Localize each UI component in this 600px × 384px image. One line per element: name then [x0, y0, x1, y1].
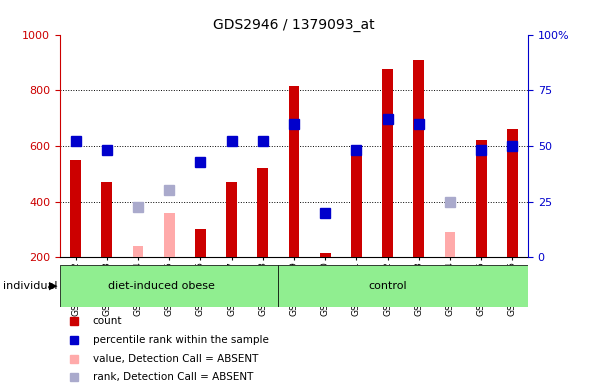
- Bar: [476, 141, 487, 257]
- Title: GDS2946 / 1379093_at: GDS2946 / 1379093_at: [213, 18, 375, 32]
- Bar: [413, 60, 424, 257]
- Text: control: control: [368, 281, 407, 291]
- Bar: [507, 129, 518, 257]
- Text: diet-induced obese: diet-induced obese: [108, 281, 215, 291]
- Bar: [257, 168, 268, 257]
- Bar: [101, 182, 112, 257]
- Bar: [351, 149, 362, 257]
- Text: ▶: ▶: [49, 281, 58, 291]
- Bar: [195, 230, 206, 257]
- Text: value, Detection Call = ABSENT: value, Detection Call = ABSENT: [93, 354, 258, 364]
- Bar: [445, 232, 455, 257]
- Bar: [289, 86, 299, 257]
- Bar: [60, 265, 278, 307]
- Text: rank, Detection Call = ABSENT: rank, Detection Call = ABSENT: [93, 372, 253, 382]
- Bar: [320, 253, 331, 257]
- Bar: [278, 265, 528, 307]
- Bar: [226, 182, 237, 257]
- Bar: [133, 246, 143, 257]
- Text: percentile rank within the sample: percentile rank within the sample: [93, 335, 269, 345]
- Bar: [382, 70, 393, 257]
- Text: count: count: [93, 316, 122, 326]
- Bar: [70, 160, 81, 257]
- Bar: [164, 213, 175, 257]
- Text: individual: individual: [3, 281, 58, 291]
